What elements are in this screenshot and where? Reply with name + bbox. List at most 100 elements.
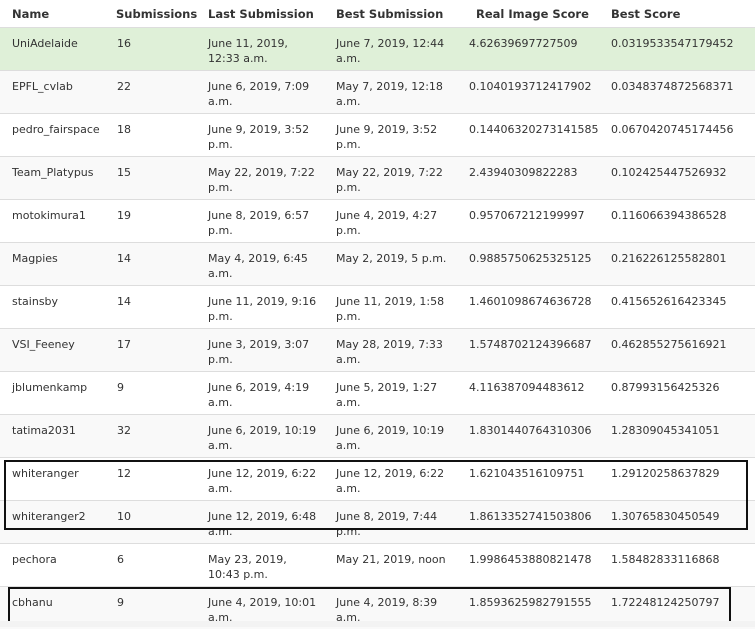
best-submission: June 8, 2019, 7:44 p.m. bbox=[336, 510, 438, 538]
best-score: 1.28309045341051 bbox=[611, 424, 720, 437]
last-submission: June 6, 2019, 10:19 a.m. bbox=[208, 424, 317, 452]
col-header-best-submission[interactable]: Best Submission bbox=[336, 7, 444, 21]
player-name: Magpies bbox=[12, 252, 58, 265]
real-image-score: 0.9885750625325125 bbox=[469, 252, 592, 265]
best-score: 0.415652616423345 bbox=[611, 295, 727, 308]
table-row[interactable]: whiteranger2 10 June 12, 2019, 6:48 a.m. Ju… bbox=[0, 500, 755, 543]
last-submission: May 23, 2019, 10:43 p.m. bbox=[208, 553, 287, 581]
last-submission: June 9, 2019, 3:52 p.m. bbox=[208, 123, 310, 151]
last-submission: June 6, 2019, 4:19 a.m. bbox=[208, 381, 310, 409]
last-submission: June 12, 2019, 6:22 a.m. bbox=[208, 467, 317, 495]
submission-count: 9 bbox=[117, 596, 124, 609]
best-score: 0.116066394386528 bbox=[611, 209, 727, 222]
best-score: 1.58482833116868 bbox=[611, 553, 720, 566]
player-name: motokimura1 bbox=[12, 209, 86, 222]
table-row[interactable]: Magpies 14 May 4, 2019, 6:45 a.m. May 2, 20… bbox=[0, 242, 755, 285]
col-header-submissions[interactable]: Submissions bbox=[116, 7, 198, 21]
last-submission: June 8, 2019, 6:57 p.m. bbox=[208, 209, 310, 237]
best-score: 1.29120258637829 bbox=[611, 467, 720, 480]
submission-count: 14 bbox=[117, 295, 131, 308]
best-submission: June 9, 2019, 3:52 p.m. bbox=[336, 123, 438, 151]
best-submission: June 6, 2019, 10:19 a.m. bbox=[336, 424, 445, 452]
real-image-score: 1.8593625982791555 bbox=[469, 596, 592, 609]
submission-count: 16 bbox=[117, 37, 131, 50]
best-submission: May 21, 2019, noon bbox=[336, 553, 446, 566]
best-submission: June 5, 2019, 1:27 a.m. bbox=[336, 381, 438, 409]
real-image-score: 1.5748702124396687 bbox=[469, 338, 592, 351]
best-submission: June 4, 2019, 8:39 a.m. bbox=[336, 596, 438, 624]
best-submission: May 2, 2019, 5 p.m. bbox=[336, 252, 447, 265]
last-submission: June 3, 2019, 3:07 p.m. bbox=[208, 338, 310, 366]
submission-count: 12 bbox=[117, 467, 131, 480]
best-score: 0.102425447526932 bbox=[611, 166, 727, 179]
player-name: whiteranger2 bbox=[12, 510, 86, 523]
submission-count: 32 bbox=[117, 424, 131, 437]
player-name: jblumenkamp bbox=[12, 381, 88, 394]
best-score: 0.0670420745174456 bbox=[611, 123, 734, 136]
player-name: cbhanu bbox=[12, 596, 53, 609]
submission-count: 9 bbox=[117, 381, 124, 394]
table-row[interactable]: pechora 6 May 23, 2019, 10:43 p.m. May 21, … bbox=[0, 543, 755, 586]
table-row[interactable]: jblumenkamp 9 June 6, 2019, 4:19 a.m. June … bbox=[0, 371, 755, 414]
submission-count: 15 bbox=[117, 166, 131, 179]
real-image-score: 2.43940309822283 bbox=[469, 166, 578, 179]
last-submission: June 11, 2019, 12:33 a.m. bbox=[208, 37, 288, 65]
table-row[interactable]: whiteranger 12 June 12, 2019, 6:22 a.m. Jun… bbox=[0, 457, 755, 500]
real-image-score: 1.621043516109751 bbox=[469, 467, 585, 480]
submission-count: 17 bbox=[117, 338, 131, 351]
real-image-score: 4.62639697727509 bbox=[469, 37, 578, 50]
table-header: Name Submissions Last Submission Best Su… bbox=[0, 0, 755, 27]
table-row[interactable]: VSI_Feeney 17 June 3, 2019, 3:07 p.m. May 2… bbox=[0, 328, 755, 371]
best-submission: June 4, 2019, 4:27 p.m. bbox=[336, 209, 438, 237]
last-submission: June 11, 2019, 9:16 p.m. bbox=[208, 295, 317, 323]
table-row[interactable]: tatima2031 32 June 6, 2019, 10:19 a.m. June… bbox=[0, 414, 755, 457]
player-name: pedro_fairspace bbox=[12, 123, 100, 136]
best-score: 1.30765830450549 bbox=[611, 510, 720, 523]
last-submission: May 4, 2019, 6:45 a.m. bbox=[208, 252, 308, 280]
real-image-score: 0.1040193712417902 bbox=[469, 80, 592, 93]
last-submission: June 6, 2019, 7:09 a.m. bbox=[208, 80, 310, 108]
player-name: Team_Platypus bbox=[12, 166, 94, 179]
table-row[interactable]: Team_Platypus 15 May 22, 2019, 7:22 p.m. Ma… bbox=[0, 156, 755, 199]
player-name: pechora bbox=[12, 553, 57, 566]
real-image-score: 1.9986453880821478 bbox=[469, 553, 592, 566]
player-name: VSI_Feeney bbox=[12, 338, 75, 351]
table-row[interactable]: stainsby 14 June 11, 2019, 9:16 p.m. June 1… bbox=[0, 285, 755, 328]
col-header-real-image-score[interactable]: Real Image Score bbox=[476, 7, 589, 21]
submission-count: 18 bbox=[117, 123, 131, 136]
best-score: 1.72248124250797 bbox=[611, 596, 720, 609]
last-submission: June 4, 2019, 10:01 a.m. bbox=[208, 596, 317, 624]
best-score: 0.0319533547179452 bbox=[611, 37, 734, 50]
scrollbar-track[interactable] bbox=[0, 621, 755, 627]
last-submission: June 12, 2019, 6:48 a.m. bbox=[208, 510, 317, 538]
submission-count: 19 bbox=[117, 209, 131, 222]
submission-count: 22 bbox=[117, 80, 131, 93]
real-image-score: 4.116387094483612 bbox=[469, 381, 585, 394]
player-name: EPFL_cvlab bbox=[12, 80, 73, 93]
player-name: UniAdelaide bbox=[12, 37, 78, 50]
real-image-score: 1.4601098674636728 bbox=[469, 295, 592, 308]
last-submission: May 22, 2019, 7:22 p.m. bbox=[208, 166, 315, 194]
table-row[interactable]: pedro_fairspace 18 June 9, 2019, 3:52 p.m.… bbox=[0, 113, 755, 156]
real-image-score: 0.14406320273141585 bbox=[469, 123, 599, 136]
best-submission: May 28, 2019, 7:33 a.m. bbox=[336, 338, 443, 366]
submission-count: 6 bbox=[117, 553, 124, 566]
best-submission: June 12, 2019, 6:22 a.m. bbox=[336, 467, 445, 495]
col-header-best-score[interactable]: Best Score bbox=[611, 7, 681, 21]
table-row[interactable]: EPFL_cvlab 22 June 6, 2019, 7:09 a.m. May 7… bbox=[0, 70, 755, 113]
real-image-score: 0.957067212199997 bbox=[469, 209, 585, 222]
table-row[interactable]: UniAdelaide 16 June 11, 2019, 12:33 a.m. Ju… bbox=[0, 27, 755, 70]
col-header-name[interactable]: Name bbox=[12, 7, 50, 21]
best-score: 0.216226125582801 bbox=[611, 252, 727, 265]
best-score: 0.462855275616921 bbox=[611, 338, 727, 351]
player-name: tatima2031 bbox=[12, 424, 76, 437]
submission-count: 10 bbox=[117, 510, 131, 523]
real-image-score: 1.8301440764310306 bbox=[469, 424, 592, 437]
best-submission: June 11, 2019, 1:58 p.m. bbox=[336, 295, 445, 323]
col-header-last-submission[interactable]: Last Submission bbox=[208, 7, 314, 21]
best-score: 0.0348374872568371 bbox=[611, 80, 734, 93]
best-submission: June 7, 2019, 12:44 a.m. bbox=[336, 37, 445, 65]
player-name: stainsby bbox=[12, 295, 59, 308]
best-submission: May 7, 2019, 12:18 a.m. bbox=[336, 80, 443, 108]
table-row[interactable]: motokimura1 19 June 8, 2019, 6:57 p.m. June… bbox=[0, 199, 755, 242]
